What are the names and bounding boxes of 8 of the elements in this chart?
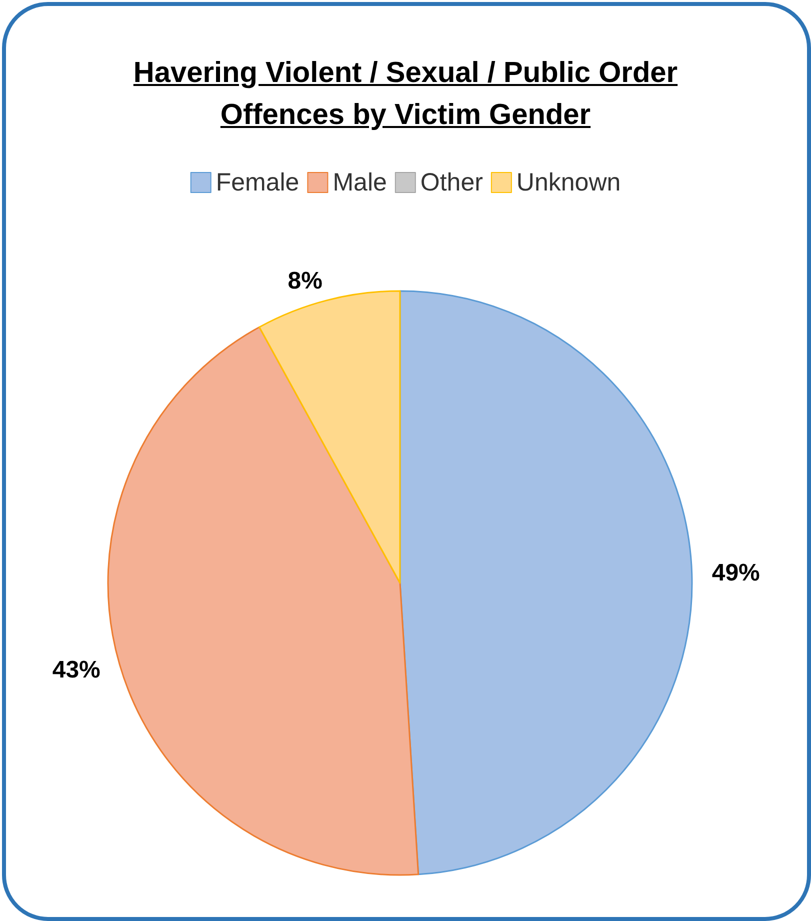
legend-label: Female — [216, 168, 300, 196]
legend-label: Other — [420, 168, 483, 196]
data-label: 49% — [712, 560, 760, 587]
chart-title: Havering Violent / Sexual / Public Order Offences by Victim Gender — [132, 56, 679, 133]
data-label: 43% — [52, 656, 100, 684]
data-label: 8% — [288, 267, 322, 294]
legend-label: Male — [332, 168, 387, 196]
legend-label: Unknown — [516, 168, 621, 196]
